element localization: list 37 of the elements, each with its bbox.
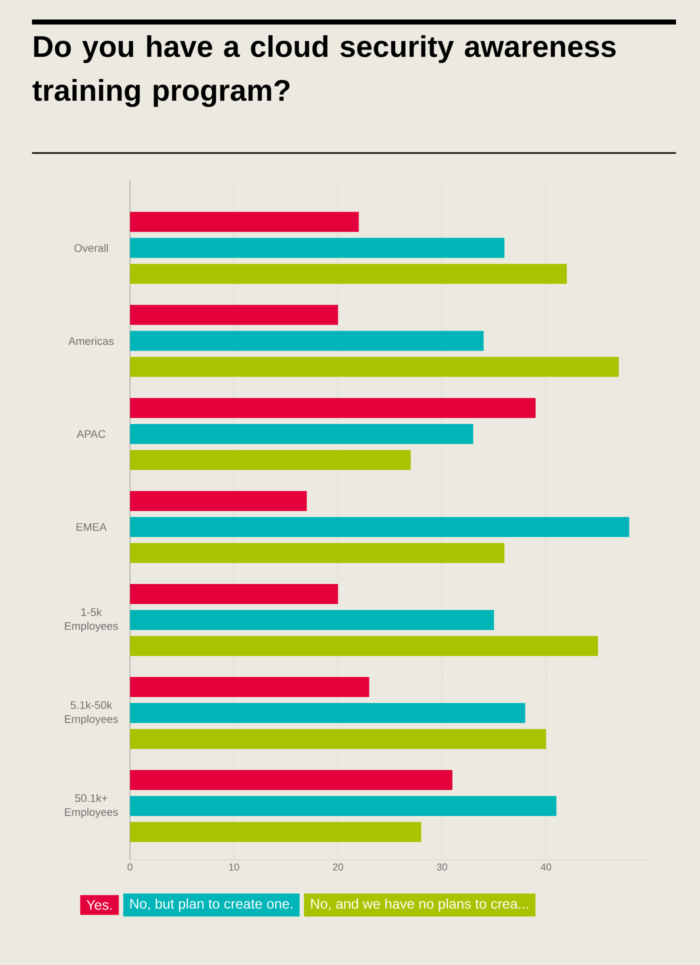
bar (130, 424, 474, 444)
bar (130, 703, 526, 724)
bar (130, 584, 338, 604)
bar (130, 516, 630, 537)
bar (130, 542, 504, 563)
bar (130, 636, 598, 656)
bar (130, 450, 411, 470)
bar (130, 264, 567, 284)
y-tick-label: 50.1k+ Employees (65, 794, 118, 818)
y-tick-label: EMEA (76, 523, 107, 531)
x-tick-label: 40 (540, 864, 552, 871)
bar (130, 212, 359, 232)
bar (130, 304, 338, 325)
text: No, and we have no plans to crea... (311, 898, 528, 912)
bar (130, 610, 494, 630)
chart-title: Do you have a cloud security awareness training program? (32, 35, 616, 108)
x-tick-label: 20 (332, 864, 344, 871)
y-tick-label: Americas (68, 336, 114, 345)
bar (130, 356, 619, 377)
bar (130, 796, 556, 816)
y-tick-label: 5.1k-50k Employees (65, 700, 118, 726)
bar (130, 330, 484, 351)
x-tick-label: 10 (229, 864, 240, 871)
bar (130, 770, 452, 790)
text: Yes. (86, 900, 112, 910)
bar (130, 729, 546, 750)
x-tick-label: 30 (436, 864, 448, 871)
bar (130, 238, 504, 258)
bar (130, 490, 307, 511)
y-tick-label: Overall (74, 244, 108, 252)
bar (130, 822, 422, 842)
x-tick-label: 0 (128, 864, 132, 871)
y-tick-label: APAC (76, 430, 106, 438)
y-tick-label: 1-5k Employees (65, 608, 118, 632)
bar (130, 677, 370, 698)
text: No, but plan to create one. (130, 898, 292, 912)
bar (130, 398, 536, 418)
